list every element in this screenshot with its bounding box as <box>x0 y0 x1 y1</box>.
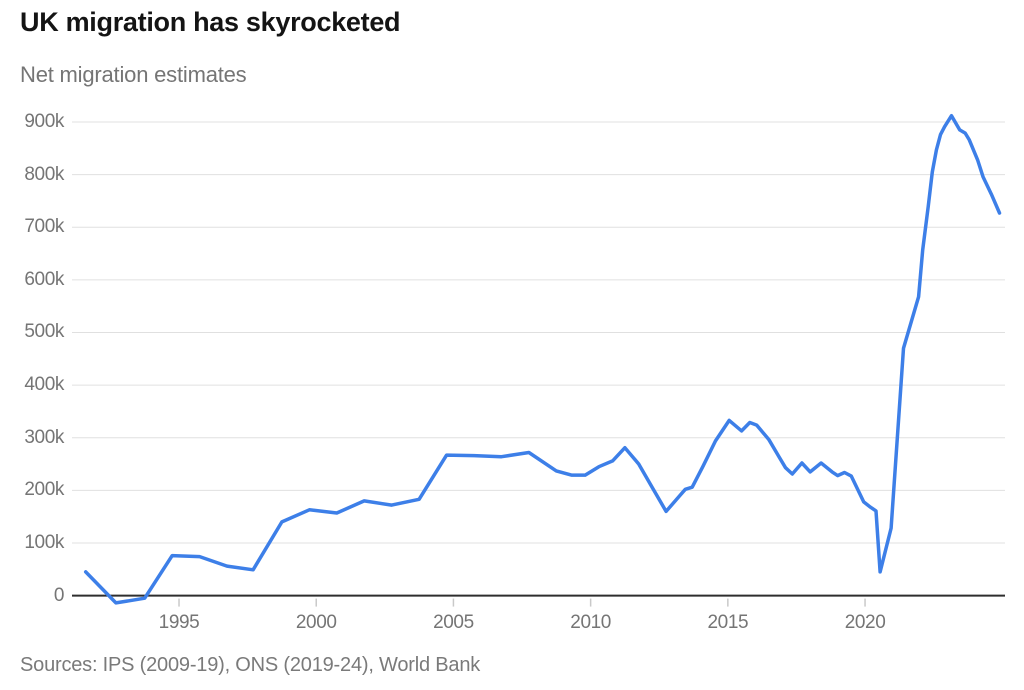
y-tick-label: 900k <box>24 111 64 132</box>
x-tick-label: 2015 <box>707 612 749 633</box>
net-migration-line <box>83 113 1002 605</box>
x-tick-label: 1995 <box>158 612 200 633</box>
y-tick-label: 700k <box>24 216 64 238</box>
y-tick-label: 200k <box>24 479 64 501</box>
y-tick-label: 100k <box>24 531 64 553</box>
y-tick-label: 800k <box>24 163 64 185</box>
y-tick-label: 0 <box>53 584 65 606</box>
y-tick-label: 500k <box>24 321 64 343</box>
chart-title: UK migration has skyrocketed <box>20 7 401 37</box>
y-tick-label: 600k <box>24 268 64 290</box>
y-tick-label: 400k <box>24 374 64 396</box>
x-tick-label: 2010 <box>570 612 611 633</box>
x-tick-label: 2020 <box>844 612 886 633</box>
y-tick-label: 300k <box>24 426 64 448</box>
chart-subtitle: Net migration estimates <box>20 62 247 87</box>
x-tick-label: 2000 <box>295 612 337 633</box>
x-tick-label: 2005 <box>433 612 474 633</box>
sources-note: Sources: IPS (2009-19), ONS (2019-24), W… <box>20 654 481 676</box>
